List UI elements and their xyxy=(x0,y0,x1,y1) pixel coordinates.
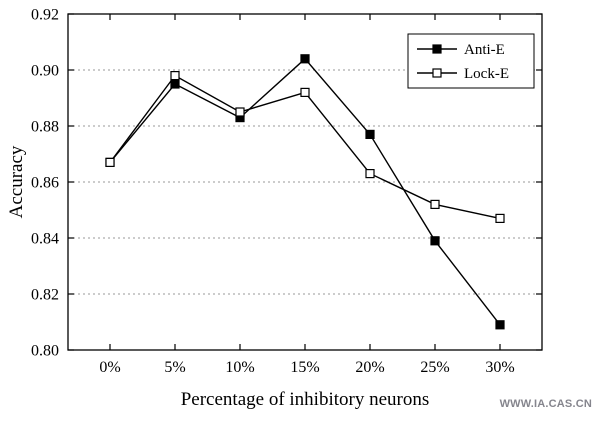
series-marker-anti-e xyxy=(495,320,505,330)
series-marker-lock-e xyxy=(235,107,245,117)
legend-box xyxy=(407,33,535,89)
series-line-anti-e xyxy=(109,57,501,326)
x-tick-label: 20% xyxy=(355,359,384,376)
y-tick-label: 0.92 xyxy=(31,7,59,24)
series-marker-anti-e xyxy=(300,54,310,64)
x-tick-label: 10% xyxy=(225,359,254,376)
series-marker-anti-e xyxy=(430,236,440,246)
y-tick-label: 0.82 xyxy=(31,287,59,304)
legend-marker xyxy=(432,68,442,78)
series-marker-lock-e xyxy=(365,169,375,179)
series-marker-lock-e xyxy=(105,157,115,167)
legend-label: Anti-E xyxy=(464,42,505,58)
legend-marker xyxy=(432,44,442,54)
series-marker-anti-e xyxy=(170,79,180,89)
x-tick-label: 0% xyxy=(99,359,120,376)
watermark-text: WWW.IA.CAS.CN xyxy=(499,398,592,410)
series-marker-lock-e xyxy=(495,213,505,223)
series-marker-anti-e xyxy=(365,129,375,139)
x-tick-label: 30% xyxy=(485,359,514,376)
y-tick-label: 0.86 xyxy=(31,175,59,192)
x-tick-label: 25% xyxy=(420,359,449,376)
series-line-lock-e xyxy=(109,74,501,220)
y-tick-label: 0.84 xyxy=(31,231,59,248)
y-axis-title: Accuracy xyxy=(6,145,27,218)
y-tick-label: 0.90 xyxy=(31,63,59,80)
x-tick-label: 5% xyxy=(164,359,185,376)
x-axis-title: Percentage of inhibitory neurons xyxy=(181,389,430,410)
series-marker-lock-e xyxy=(430,199,440,209)
x-tick-label: 15% xyxy=(290,359,319,376)
y-tick-label: 0.88 xyxy=(31,119,59,136)
y-tick-label: 0.80 xyxy=(31,343,59,360)
series-marker-lock-e xyxy=(300,87,310,98)
legend-label: Lock-E xyxy=(464,66,509,82)
series-marker-lock-e xyxy=(170,70,180,81)
